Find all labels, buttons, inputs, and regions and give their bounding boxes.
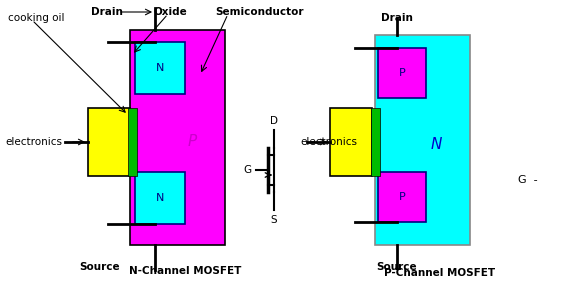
Text: N: N [156,193,164,203]
Bar [130,30,225,245]
Text: electronics: electronics [300,137,357,147]
Text: P: P [399,68,406,78]
Text: Source: Source [377,262,417,272]
Bar [375,35,470,245]
Text: S: S [271,215,277,225]
Bar [371,108,380,176]
Text: Semiconductor: Semiconductor [215,7,303,17]
Bar [330,108,372,176]
Text: G: G [244,165,252,175]
Text: N: N [156,63,164,73]
Text: electronics: electronics [5,137,62,147]
Bar [128,108,137,176]
Text: Oxide: Oxide [153,7,187,17]
Text: G  -: G - [518,175,537,185]
Bar [135,172,185,224]
Text: Drain: Drain [91,7,123,17]
Bar [378,48,426,98]
Bar [88,108,130,176]
Bar [378,172,426,222]
Text: cooking oil: cooking oil [8,13,64,23]
Text: P: P [187,134,196,149]
Bar [135,42,185,94]
Text: Source: Source [80,262,120,272]
Text: D: D [270,116,278,126]
Text: P-Channel MOSFET: P-Channel MOSFET [385,268,496,278]
Text: N-Channel MOSFET: N-Channel MOSFET [129,266,241,276]
Text: N: N [431,137,442,152]
Text: Drain: Drain [381,13,413,23]
Text: P: P [399,192,406,202]
